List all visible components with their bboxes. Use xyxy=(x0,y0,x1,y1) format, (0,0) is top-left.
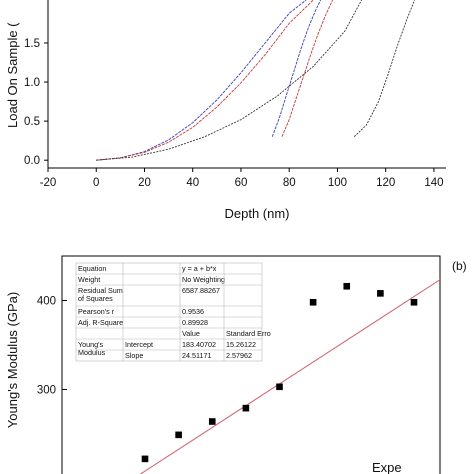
fit-table-cell: 0.9536 xyxy=(182,307,204,316)
y-tick-label: 0.0 xyxy=(24,155,40,167)
fit-table-cell: Residual Sum xyxy=(78,286,123,295)
fit-table-cell: 183.40702 xyxy=(182,340,216,349)
fit-table-cell: Weight xyxy=(78,275,100,284)
panel-a-axis-frame xyxy=(47,0,446,169)
x-tick-label: 120 xyxy=(376,177,395,189)
fit-table-cell: Standard Erro xyxy=(226,329,271,338)
fit-results-table: Equation y = a + b*x Weight No Weighting Res… xyxy=(75,262,271,362)
fit-table-cell: 15.26122 xyxy=(226,340,256,349)
panel-a-x-ticks: -20 0 20 40 60 80 100 120 140 xyxy=(40,168,444,189)
data-point xyxy=(141,455,149,463)
y-tick-label: 0.5 xyxy=(24,116,40,128)
fit-table-cell: Slope xyxy=(125,351,143,360)
y-tick-label: 300 xyxy=(37,384,56,396)
load-depth-curve-6 xyxy=(353,0,416,138)
y-tick-label: 400 xyxy=(37,295,56,307)
x-tick-label: 100 xyxy=(328,177,347,189)
panel-b-y-ticks: 300 400 xyxy=(37,295,67,396)
panel-b-label: (b) xyxy=(452,259,467,273)
fit-table-cell: Intercept xyxy=(125,340,153,349)
x-tick-label: -20 xyxy=(40,177,57,189)
load-depth-panel: -20 0 20 40 60 80 100 120 140 0.0 0.5 1.0 1.5 Depth… xyxy=(5,0,446,221)
y-tick-label: 1.0 xyxy=(24,77,40,89)
data-point xyxy=(309,298,317,306)
load-depth-curve-5 xyxy=(96,0,362,161)
y-tick-label: 1.5 xyxy=(24,38,40,50)
fit-table-cell: No Weighting xyxy=(182,275,225,284)
fit-table-cell: Young's xyxy=(78,340,103,349)
youngs-modulus-points xyxy=(141,282,418,463)
youngs-modulus-panel: 300 400 Equation y = a + b*x Weight No Weigh… xyxy=(5,255,467,474)
x-tick-label: 0 xyxy=(93,177,99,189)
legend-entry-text: Expe xyxy=(372,460,402,474)
x-tick-label: 80 xyxy=(283,177,296,189)
load-depth-curve-2 xyxy=(96,0,314,161)
panel-a-y-ticks: 0.0 0.5 1.0 1.5 xyxy=(24,38,48,167)
x-tick-label: 40 xyxy=(186,177,199,189)
load-depth-curve-4 xyxy=(271,0,322,137)
data-point xyxy=(208,418,216,425)
panel-a-y-axis-title: Load On Sample ( xyxy=(5,22,20,128)
fit-table-cell: y = a + b*x xyxy=(182,264,217,273)
data-point xyxy=(410,298,418,306)
linear-fit-line xyxy=(139,278,442,474)
fit-table-cell: Equation xyxy=(78,264,106,273)
load-depth-curves xyxy=(96,0,416,161)
fit-table-cell: Adj. R-Square xyxy=(78,318,123,327)
panel-b-axis-frame xyxy=(61,255,441,474)
fit-table-cell: 24.51171 xyxy=(182,351,211,360)
data-point xyxy=(377,290,384,297)
x-tick-label: 20 xyxy=(138,177,151,189)
fit-table-background xyxy=(75,262,263,362)
x-tick-label: 140 xyxy=(424,177,443,189)
x-tick-label: 60 xyxy=(235,177,248,189)
fit-table-cell: Modulus xyxy=(78,348,106,357)
load-depth-curve-3 xyxy=(281,0,334,137)
fit-table-cell: Pearson's r xyxy=(78,307,115,316)
panel-b-y-axis-title: Young's Modulus (GPa) xyxy=(5,292,20,428)
fit-table-cell: 0.89928 xyxy=(182,318,208,327)
data-point xyxy=(242,404,250,412)
fit-table-cell: of Squares xyxy=(78,294,113,303)
panel-a-x-axis-title: Depth (nm) xyxy=(224,206,289,221)
fit-table-cell: 2.57962 xyxy=(226,351,252,360)
data-point xyxy=(175,431,182,439)
data-point xyxy=(343,282,351,290)
load-depth-curve-1 xyxy=(96,0,307,161)
data-point xyxy=(276,383,283,391)
fit-table-cell: Value xyxy=(182,329,200,338)
fit-table-cell: 6587.88267 xyxy=(182,286,220,295)
